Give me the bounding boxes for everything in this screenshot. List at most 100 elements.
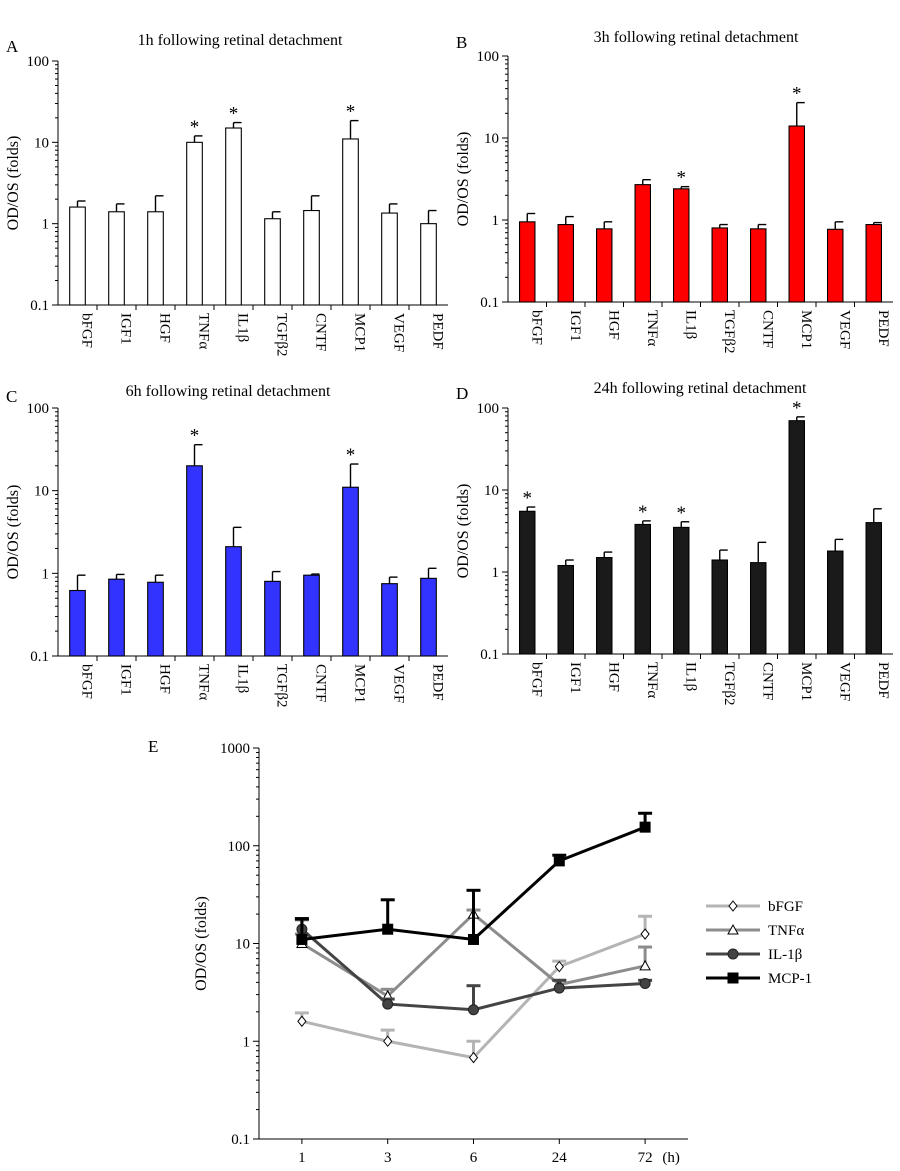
x-tick-label: 3 bbox=[384, 1150, 392, 1166]
y-tick-label: 0.1 bbox=[30, 298, 49, 314]
y-tick-label: 100 bbox=[477, 401, 500, 417]
x-tick-label: IGF1 bbox=[118, 664, 134, 696]
panel-a: A 100 10 1 0.1 OD/OS (folds) 1h following reti… bbox=[5, 32, 448, 356]
y-tick-label: 100 bbox=[27, 401, 50, 417]
significance-marker: * bbox=[346, 102, 356, 123]
data-point-diamond bbox=[468, 1051, 479, 1064]
y-tick-label: 100 bbox=[477, 49, 500, 65]
significance-marker: * bbox=[677, 168, 687, 189]
bar bbox=[264, 580, 281, 657]
x-tick-label: 72 bbox=[638, 1150, 653, 1166]
legend-entry: IL-1β bbox=[706, 947, 802, 963]
y-tick-label: 0.1 bbox=[480, 295, 499, 311]
bar bbox=[147, 211, 164, 306]
data-point-square bbox=[296, 933, 308, 945]
bar bbox=[595, 228, 613, 303]
data-point-diamond bbox=[383, 1035, 393, 1048]
bar bbox=[420, 577, 437, 657]
x-tick-label: TNFα bbox=[196, 313, 212, 349]
series-mcp-1 bbox=[294, 811, 653, 945]
bar bbox=[634, 523, 651, 655]
bar bbox=[225, 546, 242, 657]
x-tick-label: VEGF bbox=[391, 313, 407, 352]
x-tick-label: PEDF bbox=[430, 313, 446, 350]
chart-title: 24h following retinal detachment bbox=[594, 380, 807, 397]
data-point-circle bbox=[727, 948, 739, 960]
data-point-circle bbox=[553, 982, 565, 994]
significance-marker: * bbox=[190, 426, 200, 447]
panel-letter: C bbox=[6, 387, 17, 406]
chart-title: 3h following retinal detachment bbox=[594, 29, 799, 46]
y-tick-label: 100 bbox=[228, 839, 251, 855]
bar bbox=[518, 510, 536, 655]
legend-label: MCP-1 bbox=[768, 971, 812, 987]
significance-marker: * bbox=[523, 488, 533, 509]
bar bbox=[342, 138, 359, 306]
chart-title: 1h following retinal detachment bbox=[138, 32, 343, 49]
significance-marker: * bbox=[638, 502, 648, 523]
x-unit-label: (h) bbox=[662, 1150, 680, 1166]
panel-b: B 100 10 1 0.1 OD/OS (folds) 3h following reti… bbox=[455, 29, 893, 353]
x-tick-label: PEDF bbox=[875, 310, 891, 347]
data-point-square bbox=[468, 933, 479, 945]
bar bbox=[69, 589, 86, 657]
x-tick-label: 1 bbox=[298, 1150, 306, 1166]
series-bfgf bbox=[294, 914, 653, 1064]
x-tick-label: TGFβ2 bbox=[274, 664, 290, 707]
panel-d: D 100 10 1 0.1 OD/OS (folds) 24h following ret… bbox=[455, 380, 893, 705]
x-tick-label: VEGF bbox=[836, 310, 852, 349]
x-tick-label: IL1β bbox=[235, 664, 251, 693]
y-tick-label: 10 bbox=[34, 135, 49, 151]
bar bbox=[381, 583, 398, 657]
data-point-square bbox=[727, 972, 739, 984]
x-tick-label: TGFβ2 bbox=[721, 662, 737, 705]
y-tick-label: 10 bbox=[484, 483, 499, 499]
bar bbox=[711, 559, 728, 655]
x-tick-label: PEDF bbox=[430, 664, 446, 701]
bar bbox=[518, 221, 536, 303]
bar bbox=[672, 526, 690, 655]
y-tick-label: 1 bbox=[42, 217, 50, 233]
bar bbox=[264, 218, 281, 306]
panel-letter: D bbox=[456, 384, 468, 403]
bar bbox=[672, 188, 690, 303]
bar bbox=[557, 224, 574, 303]
legend-label: IL-1β bbox=[768, 947, 802, 963]
data-point-diamond bbox=[728, 900, 738, 912]
y-tick-label: 1 bbox=[492, 213, 500, 229]
x-tick-label: CNTF bbox=[759, 662, 775, 700]
y-axis-label: OD/OS (folds) bbox=[5, 136, 22, 231]
y-tick-label: 10 bbox=[34, 484, 49, 500]
bar bbox=[788, 420, 805, 655]
bar bbox=[186, 465, 203, 657]
y-axis-label: OD/OS (folds) bbox=[5, 485, 22, 580]
x-tick-label: 6 bbox=[470, 1150, 478, 1166]
bar bbox=[147, 581, 164, 657]
x-tick-label: TNFα bbox=[644, 310, 660, 346]
significance-marker: * bbox=[792, 84, 802, 105]
y-tick-label: 0.1 bbox=[30, 649, 49, 665]
x-tick-label: 24 bbox=[552, 1150, 568, 1166]
x-tick-label: HGF bbox=[157, 664, 173, 694]
bar bbox=[420, 223, 437, 306]
y-axis-label: OD/OS (folds) bbox=[455, 132, 472, 227]
data-point-square bbox=[639, 821, 651, 833]
significance-marker: * bbox=[346, 445, 356, 466]
bar bbox=[865, 224, 882, 303]
chart-title: 6h following retinal detachment bbox=[126, 383, 331, 400]
y-axis-label: OD/OS (folds) bbox=[193, 896, 210, 991]
panel-c: C 100 10 1 0.1 OD/OS (folds) 6h following reti… bbox=[5, 383, 448, 707]
bar bbox=[108, 211, 125, 306]
bar bbox=[749, 228, 767, 303]
bar bbox=[225, 127, 242, 306]
series-il-1- bbox=[294, 918, 653, 1016]
significance-marker: * bbox=[229, 104, 239, 125]
bar bbox=[342, 486, 359, 657]
panel-letter: A bbox=[6, 37, 19, 56]
y-tick-label: 1000 bbox=[220, 741, 250, 757]
x-tick-label: HGF bbox=[605, 310, 621, 340]
x-tick-label: TNFα bbox=[644, 662, 660, 698]
x-tick-label: IL1β bbox=[682, 662, 698, 691]
x-tick-label: CNTF bbox=[313, 313, 329, 351]
